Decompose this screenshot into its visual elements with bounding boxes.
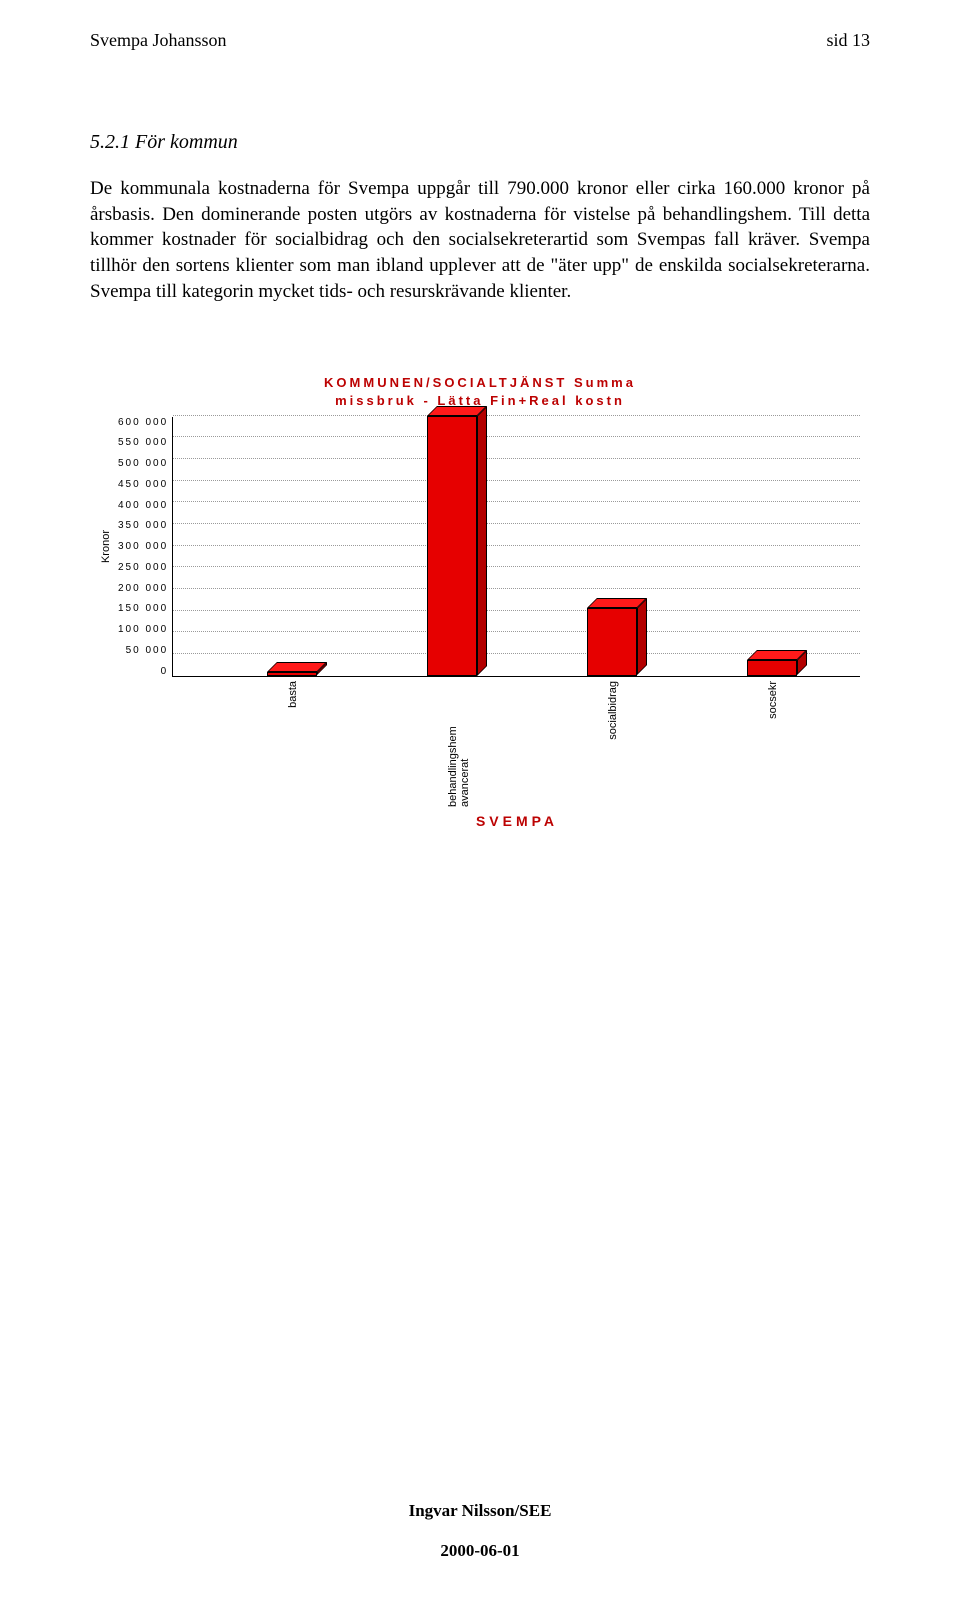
chart: KOMMUNEN/SOCIALTJÄNST Summa missbruk - L… bbox=[100, 374, 860, 828]
chart-bar bbox=[267, 662, 327, 675]
page-footer: Ingvar Nilsson/SEE 2000-06-01 bbox=[0, 1501, 960, 1561]
chart-gridline bbox=[173, 523, 860, 524]
chart-ytick: 150 000 bbox=[118, 603, 168, 614]
chart-plot-area bbox=[172, 417, 860, 677]
chart-bar bbox=[587, 598, 647, 675]
chart-ytick: 350 000 bbox=[118, 520, 168, 531]
chart-xlabel: socsekr bbox=[767, 681, 779, 719]
chart-gridline bbox=[173, 566, 860, 567]
chart-gridline bbox=[173, 631, 860, 632]
chart-title-line1: KOMMUNEN/SOCIALTJÄNST Summa bbox=[324, 375, 636, 390]
section-heading: 5.2.1 För kommun bbox=[90, 131, 870, 154]
chart-gridline bbox=[173, 545, 860, 546]
chart-gridline bbox=[173, 501, 860, 502]
header-left: Svempa Johansson bbox=[90, 30, 227, 51]
chart-gridline bbox=[173, 458, 860, 459]
chart-xaxis: basta behandlingshem avancerat socialbidra… bbox=[174, 677, 860, 807]
chart-ytick: 50 000 bbox=[118, 645, 168, 656]
chart-ytick: 250 000 bbox=[118, 562, 168, 573]
header-right: sid 13 bbox=[826, 30, 870, 51]
chart-ytick: 0 bbox=[118, 666, 168, 677]
chart-ytick: 550 000 bbox=[118, 437, 168, 448]
chart-ytick: 500 000 bbox=[118, 458, 168, 469]
section-body: De kommunala kostnaderna för Svempa uppg… bbox=[90, 176, 870, 304]
chart-xlabel: socialbidrag bbox=[607, 681, 619, 740]
chart-ytick: 100 000 bbox=[118, 624, 168, 635]
chart-xlabel: basta bbox=[287, 681, 299, 708]
chart-gridline bbox=[173, 415, 860, 416]
chart-plot-row: Kronor 600 000 550 000 500 000 450 000 400 0… bbox=[100, 417, 860, 677]
chart-gridline bbox=[173, 480, 860, 481]
chart-gridline bbox=[173, 588, 860, 589]
chart-gridline bbox=[173, 436, 860, 437]
chart-ytick: 600 000 bbox=[118, 417, 168, 428]
chart-bar bbox=[427, 406, 487, 676]
chart-gridline bbox=[173, 610, 860, 611]
chart-bar bbox=[747, 650, 807, 675]
chart-xlabel: behandlingshem avancerat bbox=[447, 681, 471, 807]
chart-yticks: 600 000 550 000 500 000 450 000 400 000 350 0… bbox=[118, 417, 172, 677]
footer-date: 2000-06-01 bbox=[0, 1541, 960, 1561]
chart-ytick: 400 000 bbox=[118, 500, 168, 511]
chart-ytick: 450 000 bbox=[118, 479, 168, 490]
chart-ytick: 200 000 bbox=[118, 583, 168, 594]
page: Svempa Johansson sid 13 5.2.1 För kommun… bbox=[0, 0, 960, 1601]
chart-ylabel: Kronor bbox=[100, 530, 112, 563]
footer-author: Ingvar Nilsson/SEE bbox=[0, 1501, 960, 1521]
chart-series-label: SVEMPA bbox=[174, 813, 860, 829]
chart-ytick: 300 000 bbox=[118, 541, 168, 552]
page-header: Svempa Johansson sid 13 bbox=[90, 30, 870, 51]
